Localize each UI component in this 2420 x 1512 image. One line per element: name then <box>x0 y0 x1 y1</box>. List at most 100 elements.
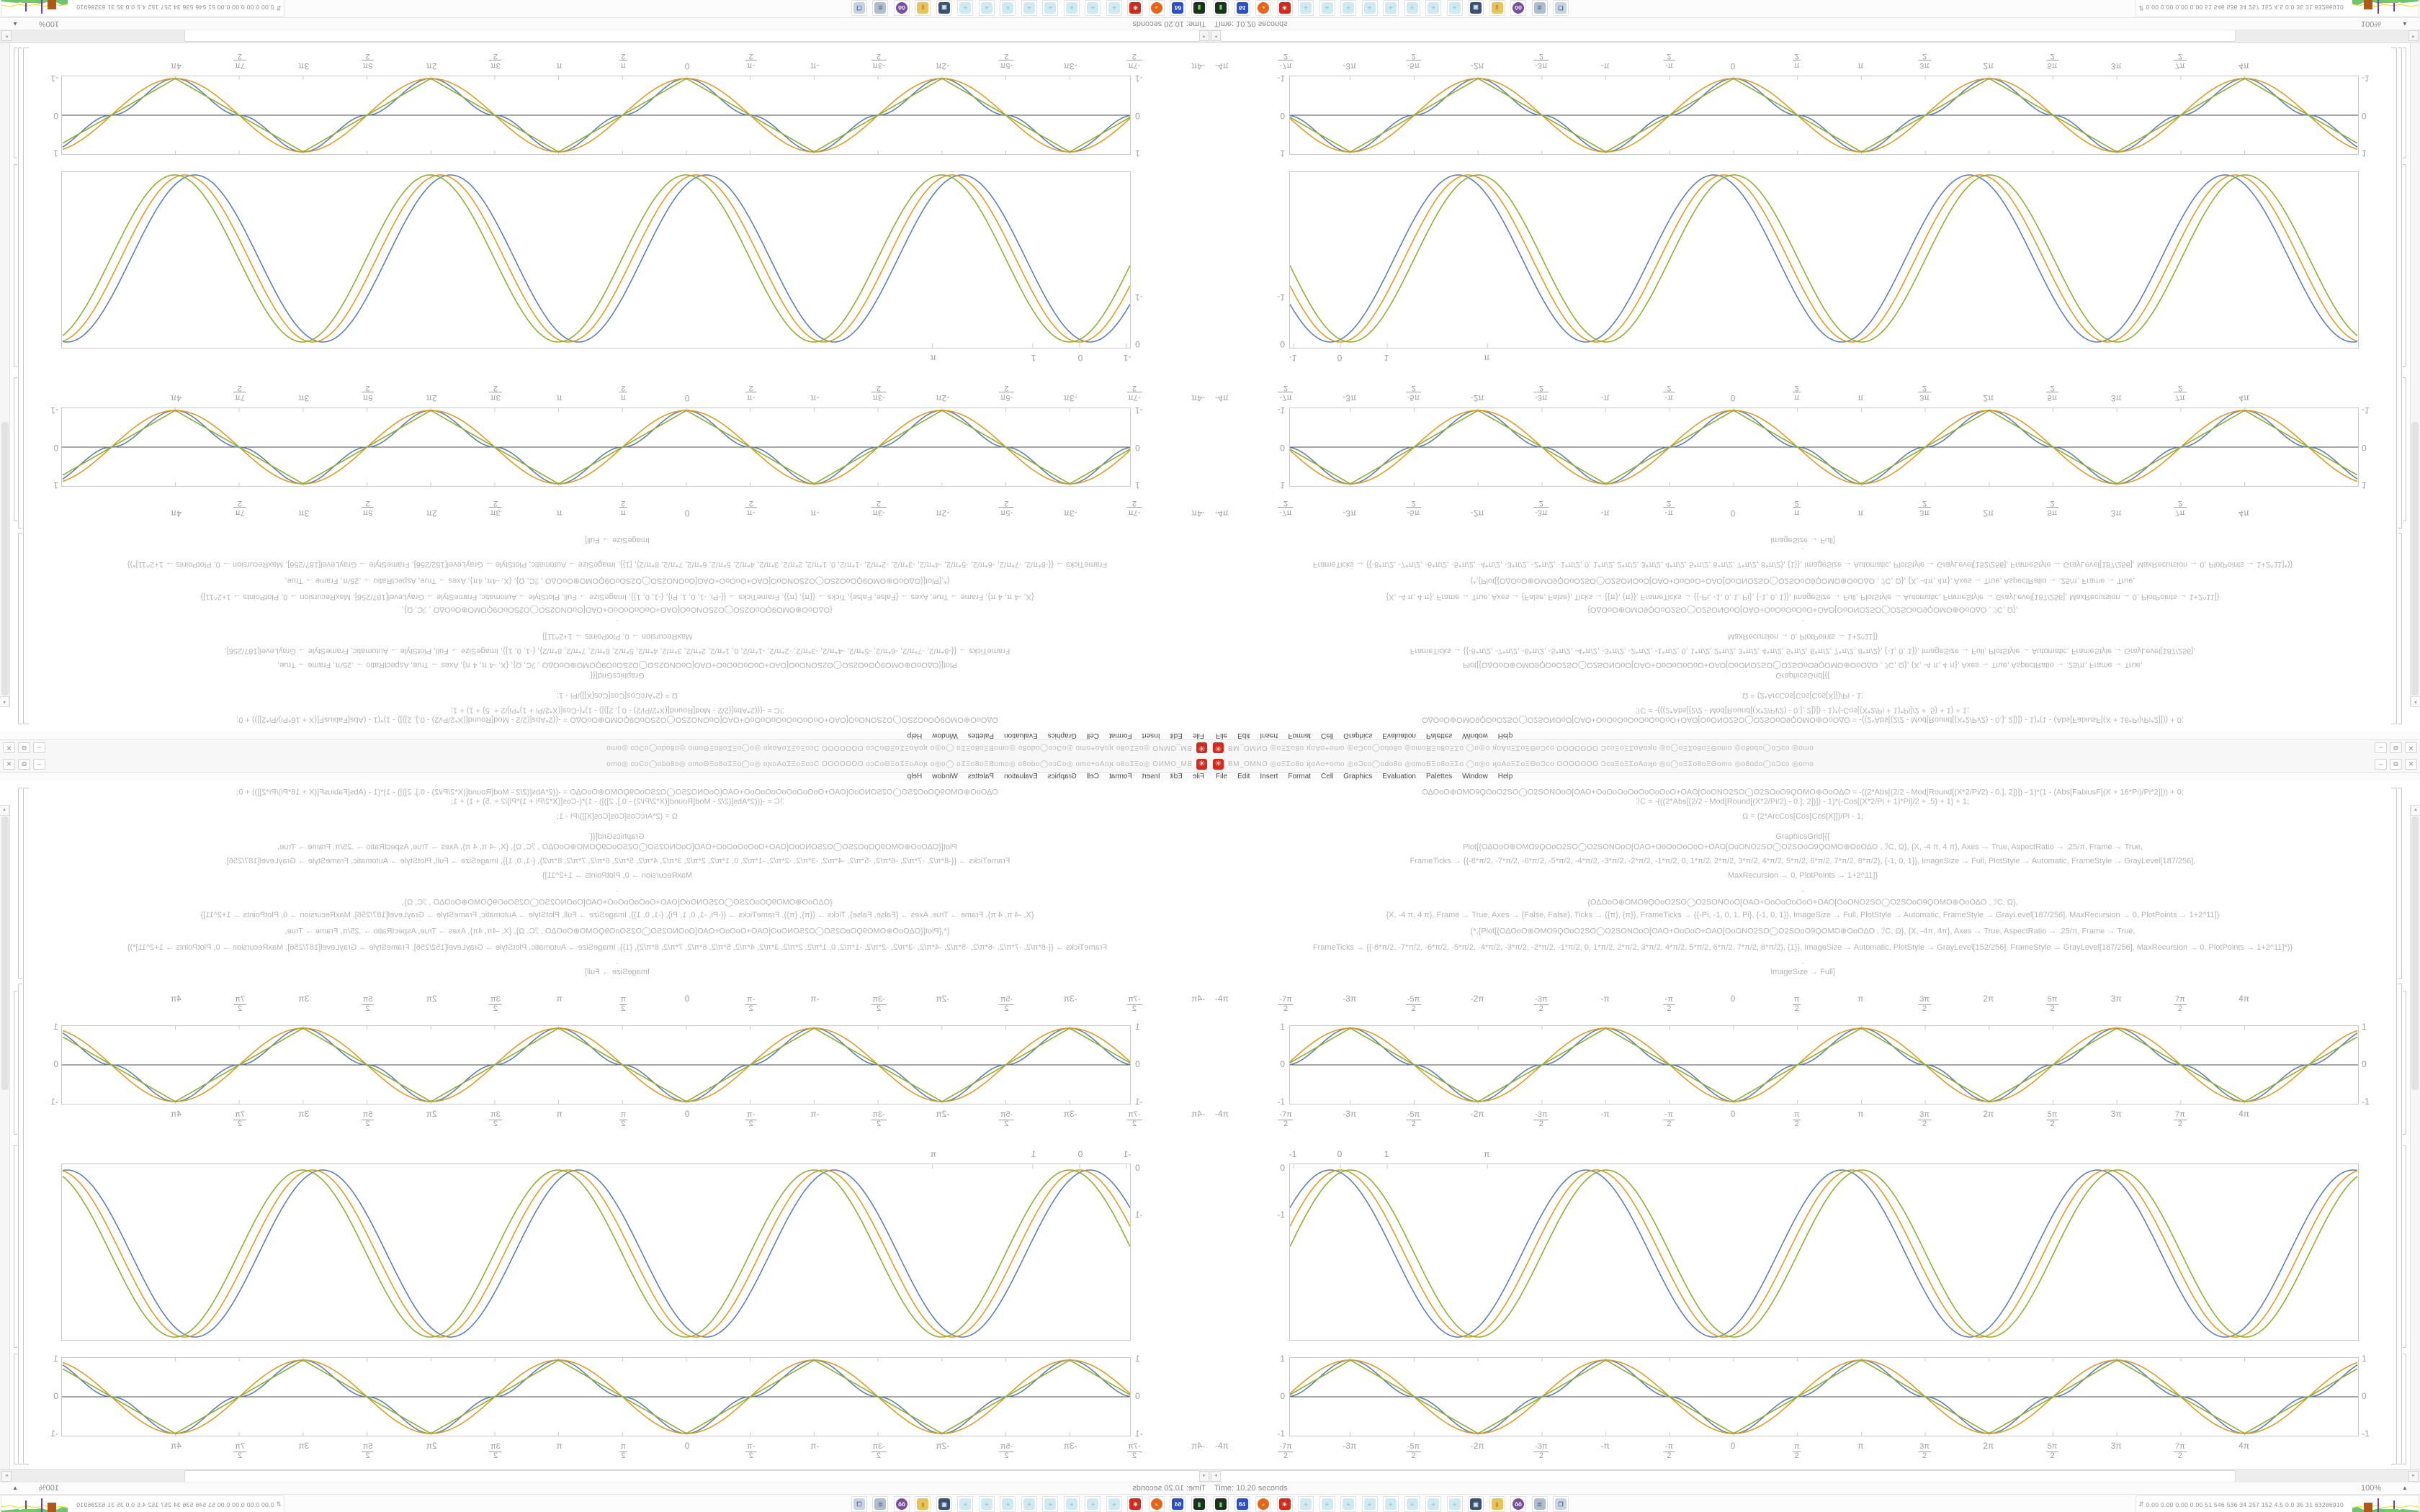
floppy-64-icon[interactable]: 64 <box>1234 1496 1250 1512</box>
close-button[interactable]: ✕ <box>2405 758 2417 770</box>
horizontal-scrollbar[interactable]: ◂ ▸ <box>1210 30 2420 43</box>
menu-palettes[interactable]: Palettes <box>1426 773 1453 780</box>
scroll-right-button[interactable]: ▸ <box>2408 30 2419 41</box>
vertical-scrollbar[interactable]: ▴ <box>2410 43 2420 707</box>
menu-insert[interactable]: Insert <box>1260 773 1278 780</box>
document-scroll-icon[interactable]: ≣ <box>872 1496 889 1512</box>
zoom-level[interactable]: 100% <box>2361 19 2382 28</box>
cell-bracket-code[interactable] <box>18 788 22 979</box>
menu-help[interactable]: Help <box>1497 773 1513 780</box>
notes-icon[interactable]: ≡ <box>979 1496 995 1512</box>
zoom-menu-arrow-icon[interactable]: ▲ <box>2402 21 2408 27</box>
menu-palettes[interactable]: Palettes <box>967 773 994 780</box>
cell-bracket-group[interactable] <box>23 48 29 724</box>
notes-icon[interactable]: ≡ <box>1319 1496 1335 1512</box>
notes-icon[interactable]: ≡ <box>1425 1496 1441 1512</box>
menu-graphics[interactable]: Graphics <box>1047 773 1077 780</box>
settings-gear-icon[interactable]: ✳ <box>1127 0 1144 16</box>
minimize-button[interactable]: – <box>2375 742 2387 754</box>
cell-bracket-plot1[interactable] <box>14 991 17 1135</box>
horizontal-scroll-thumb[interactable] <box>1220 30 2236 42</box>
window-titlebar[interactable]: ✳ ΒΜ_ΟΜΝΟ ◎οΞΣο8ο ϗοΑο+οmο ◎οϽϲο◯οdο8ο ◎… <box>0 756 1210 773</box>
scroll-left-button[interactable]: ◂ <box>1211 1471 1221 1482</box>
cell-bracket-code[interactable] <box>2398 788 2402 979</box>
notes-icon[interactable]: ≡ <box>1085 0 1101 16</box>
notes-icon[interactable]: ≡ <box>1021 1496 1037 1512</box>
menu-help[interactable]: Help <box>907 732 923 739</box>
horizontal-scroll-thumb[interactable] <box>184 1470 1200 1482</box>
vertical-scrollbar[interactable]: ▴ <box>0 805 10 1469</box>
monitor-toggle-icon[interactable]: ⇵ <box>2138 1500 2144 1508</box>
menu-window[interactable]: Window <box>1462 773 1488 780</box>
notes-icon[interactable]: ≡ <box>1000 0 1016 16</box>
notes-icon[interactable]: ≡ <box>1404 0 1420 16</box>
vertical-scrollbar[interactable]: ▴ <box>0 43 10 707</box>
cell-bracket-plot1[interactable] <box>2403 377 2406 521</box>
monitor-toggle-icon[interactable]: ⇵ <box>276 1500 282 1508</box>
notes-icon[interactable]: ≡ <box>1298 1496 1314 1512</box>
display-settings-icon[interactable]: ▣ <box>936 0 952 16</box>
zoom-menu-arrow-icon[interactable]: ▲ <box>12 21 18 27</box>
notes-icon[interactable]: ≡ <box>1383 0 1399 16</box>
owl-icon[interactable]: ōō <box>1510 0 1526 16</box>
menu-file[interactable]: File <box>1216 773 1228 780</box>
menu-graphics[interactable]: Graphics <box>1047 732 1077 739</box>
cell-bracket-plot3[interactable] <box>2403 48 2406 158</box>
menu-insert[interactable]: Insert <box>1142 773 1160 780</box>
notes-icon[interactable]: ≡ <box>979 0 995 16</box>
menu-graphics[interactable]: Graphics <box>1343 732 1373 739</box>
floppy-64-icon[interactable]: 64 <box>1170 0 1186 16</box>
notes-icon[interactable]: ≡ <box>1361 1496 1378 1512</box>
notes-icon[interactable]: ≡ <box>1298 0 1314 16</box>
notes-icon[interactable]: ≡ <box>1383 1496 1399 1512</box>
notes-icon[interactable]: ≡ <box>1446 0 1463 16</box>
horizontal-scrollbar[interactable]: ◂ ▸ <box>0 30 1210 43</box>
scroll-up-button[interactable]: ▴ <box>2411 696 2420 707</box>
menu-help[interactable]: Help <box>907 773 923 780</box>
cell-bracket-output[interactable] <box>18 984 22 1464</box>
menu-cell[interactable]: Cell <box>1321 732 1334 739</box>
notes-icon[interactable]: ≡ <box>957 0 974 16</box>
menu-help[interactable]: Help <box>1497 732 1513 739</box>
restore-button[interactable]: ⧉ <box>2390 742 2402 754</box>
restore-button[interactable]: ⧉ <box>18 758 30 770</box>
notes-icon[interactable]: ≡ <box>1446 1496 1463 1512</box>
window-icon[interactable]: ❐ <box>851 0 867 16</box>
menu-cell[interactable]: Cell <box>1321 773 1334 780</box>
display-settings-icon[interactable]: ▣ <box>1468 0 1484 16</box>
menu-format[interactable]: Format <box>1288 732 1312 739</box>
scroll-up-button[interactable]: ▴ <box>0 805 9 816</box>
firefox-icon[interactable]: ◕ <box>1149 0 1165 16</box>
zoom-menu-arrow-icon[interactable]: ▲ <box>2402 1485 2408 1491</box>
notes-icon[interactable]: ≡ <box>1042 0 1059 16</box>
notes-icon[interactable]: ≡ <box>1021 0 1037 16</box>
close-button[interactable]: ✕ <box>3 742 15 754</box>
floppy-64-icon[interactable]: 64 <box>1170 1496 1186 1512</box>
close-button[interactable]: ✕ <box>2405 742 2417 754</box>
folder-icon[interactable]: ▮ <box>1489 0 1505 16</box>
notes-icon[interactable]: ≡ <box>1000 1496 1016 1512</box>
scroll-up-button[interactable]: ▴ <box>0 696 9 707</box>
menu-evaluation[interactable]: Evaluation <box>1382 773 1416 780</box>
document-scroll-icon[interactable]: ≣ <box>1531 1496 1548 1512</box>
window-icon[interactable]: ❐ <box>1553 0 1569 16</box>
cell-bracket-group[interactable] <box>2391 788 2397 1464</box>
restore-button[interactable]: ⧉ <box>2390 758 2402 770</box>
display-settings-icon[interactable]: ▣ <box>1468 1496 1484 1512</box>
menu-format[interactable]: Format <box>1108 732 1132 739</box>
notes-icon[interactable]: ≡ <box>1106 0 1122 16</box>
settings-gear-icon[interactable]: ✳ <box>1276 0 1293 16</box>
notes-icon[interactable]: ≡ <box>1319 0 1335 16</box>
menu-cell[interactable]: Cell <box>1086 773 1099 780</box>
menu-window[interactable]: Window <box>1462 732 1488 739</box>
minimize-button[interactable]: – <box>33 742 45 754</box>
cell-bracket-code[interactable] <box>18 533 22 724</box>
disk-utility-icon[interactable]: ▮ <box>1191 0 1207 16</box>
scroll-up-button[interactable]: ▴ <box>2411 805 2420 816</box>
menu-file[interactable]: File <box>1192 732 1204 739</box>
menu-insert[interactable]: Insert <box>1260 732 1278 739</box>
disk-utility-icon[interactable]: ▮ <box>1213 0 1229 16</box>
notes-icon[interactable]: ≡ <box>1042 1496 1059 1512</box>
notes-icon[interactable]: ≡ <box>1361 0 1378 16</box>
monitor-toggle-icon[interactable]: ⇵ <box>2138 4 2144 12</box>
